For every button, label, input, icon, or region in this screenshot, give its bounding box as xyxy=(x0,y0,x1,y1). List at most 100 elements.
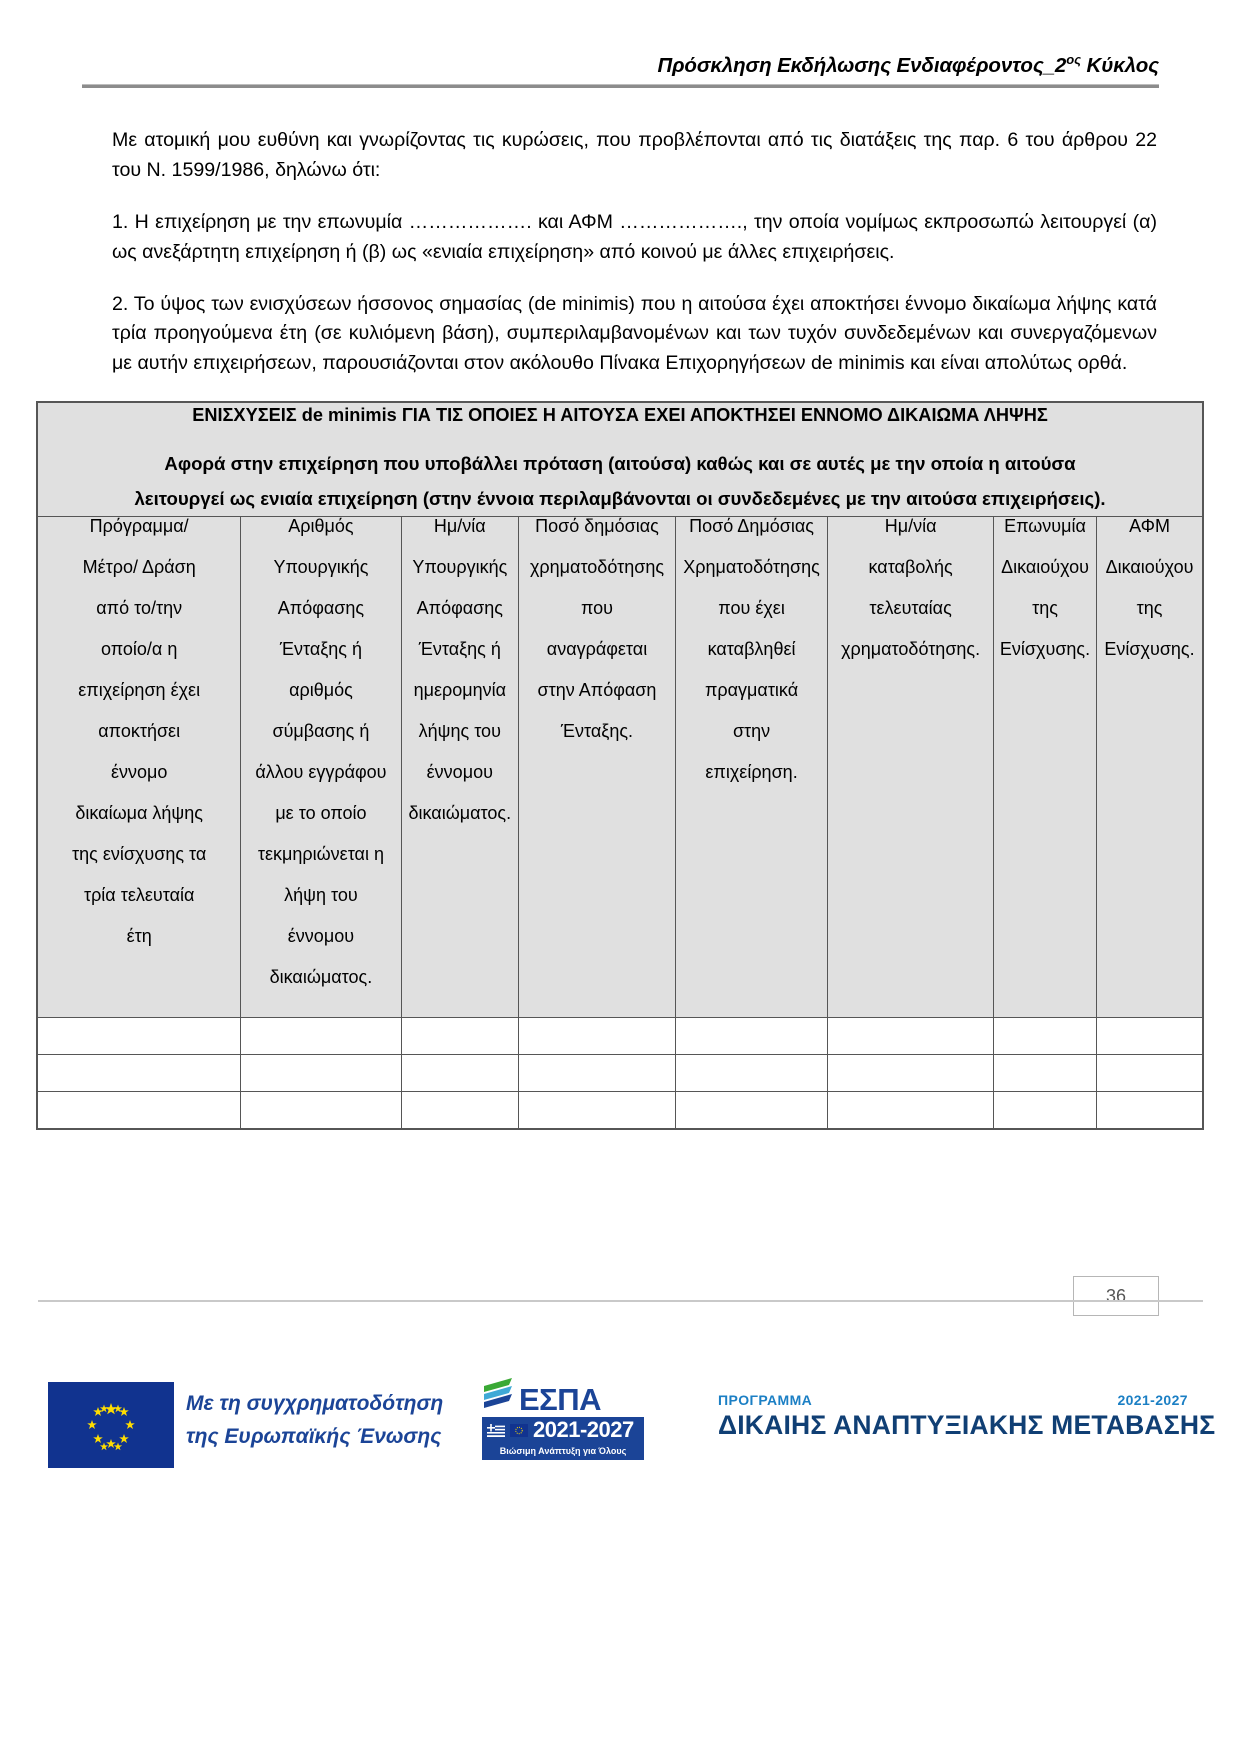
table-column-header-line: χρηματοδότησης. xyxy=(841,639,981,660)
table-column-header-line: έτη xyxy=(126,926,152,947)
table-column-header-line: Ποσό Δημόσιας xyxy=(689,516,814,537)
table-column-header-line: στην xyxy=(732,721,771,742)
program-logo: ΠΡΟΓΡΑΜΜΑ 2021-2027 ΔΙΚΑΙΗΣ ΑΝΑΠΤΥΞΙΑΚΗΣ… xyxy=(718,1392,1216,1442)
table-cell[interactable] xyxy=(827,1091,994,1130)
table-column-header-line: Δικαιούχου xyxy=(1105,557,1194,578)
table-cell[interactable] xyxy=(240,1054,402,1093)
table-column-header-eponymia-dikaiouchou: Επωνυμία Δικαιούχου της Ενίσχυσης. xyxy=(992,516,1098,1019)
table-cell[interactable] xyxy=(36,1017,242,1056)
table-cell[interactable] xyxy=(1096,1017,1204,1056)
table-cell[interactable] xyxy=(240,1017,402,1056)
table-column-header-line: σύμβασης ή xyxy=(272,721,370,742)
header-title-tail: Κύκλος xyxy=(1080,53,1160,77)
table-cell[interactable] xyxy=(674,1054,829,1093)
table-column-header-line: έννομου xyxy=(287,926,355,947)
table-column-header-line: δικαιώματος. xyxy=(408,803,512,824)
espa-logo-top: ΕΣΠΑ xyxy=(482,1374,650,1415)
table-column-header-line: της xyxy=(1136,598,1163,619)
table-column-header-line: που xyxy=(580,598,613,619)
table-column-header-line: από το/την xyxy=(96,598,183,619)
eu-cofunding-text: Με τη συγχρηματοδότηση της Ευρωπαϊκής Έν… xyxy=(186,1388,443,1453)
table-column-header-poso-dimosias-chrimatodotisis-anagrafetai: Ποσό δημόσιας χρηματοδότησης που αναγράφετα… xyxy=(518,516,676,1019)
table-cell[interactable] xyxy=(1096,1091,1204,1130)
table-column-header-line: πραγματικά xyxy=(704,680,799,701)
table-cell[interactable] xyxy=(992,1054,1098,1093)
table-banner-line1: ΕΝΙΣΧΥΣΕΙΣ de minimis ΓΙΑ ΤΙΣ ΟΠΟΙΕΣ Η Α… xyxy=(192,404,1048,425)
table-row[interactable] xyxy=(36,1017,1204,1056)
table-cell[interactable] xyxy=(992,1091,1098,1130)
table-cell[interactable] xyxy=(992,1017,1098,1056)
table-banner-line2a: Αφορά στην επιχείρηση που υποβάλλει πρότ… xyxy=(164,453,1076,475)
table-column-header-line: Αριθμός xyxy=(288,516,354,537)
table-column-header-line: Δικαιούχου xyxy=(1001,557,1089,578)
table-cell[interactable] xyxy=(1096,1054,1204,1093)
table-column-header-afm-dikaiouchou: ΑΦΜ Δικαιούχου της Ενίσχυσης. xyxy=(1096,516,1204,1019)
table-column-header-line: έννομο xyxy=(110,762,168,783)
table-column-header-line: Ένταξης ή xyxy=(279,639,362,660)
program-title: ΔΙΚΑΙΗΣ ΑΝΑΠΤΥΞΙΑΚΗΣ ΜΕΤΑΒΑΣΗΣ xyxy=(718,1410,1216,1440)
table-cell[interactable] xyxy=(400,1091,520,1130)
table-cell[interactable] xyxy=(518,1054,676,1093)
table-banner-row: ΕΝΙΣΧΥΣΕΙΣ de minimis ΓΙΑ ΤΙΣ ΟΠΟΙΕΣ Η Α… xyxy=(36,401,1204,518)
espa-years-bar: 2021-2027 xyxy=(482,1417,644,1443)
table-column-header-line: ΑΦΜ xyxy=(1129,516,1170,537)
table-column-header-line: Ένταξης. xyxy=(560,721,634,742)
page-number-box: 36 xyxy=(1073,1276,1159,1316)
table-banner-cell: ΕΝΙΣΧΥΣΕΙΣ de minimis ΓΙΑ ΤΙΣ ΟΠΟΙΕΣ Η Α… xyxy=(36,401,1204,518)
table-column-header-line: ημερομηνία xyxy=(413,680,507,701)
table-column-header-line: αριθμός xyxy=(289,680,353,701)
table-column-header-line: καταβληθεί xyxy=(707,639,796,660)
paragraph-item-2: 2. Το ύψος των ενισχύσεων ήσσονος σημασί… xyxy=(112,292,1157,375)
table-column-header-line: Επωνυμία xyxy=(1004,516,1086,537)
table-column-header-line: άλλου εγγράφου xyxy=(255,762,387,783)
table-column-header-line: επιχείρηση έχει xyxy=(78,680,201,701)
document-body: Με ατομική μου ευθύνη και γνωρίζοντας τι… xyxy=(0,126,1241,378)
minimis-table-wrapper: ΕΝΙΣΧΥΣΕΙΣ de minimis ΓΙΑ ΤΙΣ ΟΠΟΙΕΣ Η Α… xyxy=(36,400,1205,1131)
footer-divider xyxy=(38,1300,1203,1302)
program-years: 2021-2027 xyxy=(1117,1392,1188,1408)
greek-flag-icon xyxy=(487,1423,505,1437)
paragraph-item-1: 1. Η επιχείρηση με την επωνυμία ………………. … xyxy=(112,210,1157,263)
table-column-header-line: Ενίσχυσης. xyxy=(1104,639,1195,660)
table-row[interactable] xyxy=(36,1091,1204,1130)
table-column-header-line: Ένταξης ή xyxy=(418,639,501,660)
page-number: 36 xyxy=(1105,1285,1127,1306)
table-column-header-line: Υπουργικής xyxy=(273,557,369,578)
eu-cofunding-line2: της Ευρωπαϊκής Ένωσης xyxy=(186,1424,442,1448)
table-column-header-line: της xyxy=(1032,598,1058,619)
table-row[interactable] xyxy=(36,1054,1204,1093)
table-column-header-line: έννομου xyxy=(426,762,493,783)
program-label: ΠΡΟΓΡΑΜΜΑ xyxy=(718,1392,813,1408)
table-cell[interactable] xyxy=(674,1091,829,1130)
paragraph-intro: Με ατομική μου ευθύνη και γνωρίζοντας τι… xyxy=(112,129,1157,182)
table-column-header-line: τελευταίας xyxy=(869,598,952,619)
table-cell[interactable] xyxy=(400,1054,520,1093)
header-divider xyxy=(82,84,1159,89)
table-column-header-line: δικαιώματος. xyxy=(269,967,373,988)
header-title-main: Πρόσκληση Εκδήλωσης Ενδιαφέροντος_2 xyxy=(657,53,1067,77)
table-cell[interactable] xyxy=(827,1054,994,1093)
table-column-header-programma-metro-drasi: Πρόγραμμα/Μέτρο/ Δράση από το/την οποίο/α … xyxy=(36,516,242,1019)
table-cell[interactable] xyxy=(240,1091,402,1130)
table-cell[interactable] xyxy=(518,1091,676,1130)
table-column-header-line: με το οποίο xyxy=(275,803,367,824)
table-column-header-line: στην Απόφαση xyxy=(537,680,657,701)
header-title-superscript: ος xyxy=(1066,52,1081,67)
table-column-header-line: που έχει xyxy=(718,598,785,619)
table-column-header-imnia-katavolis-teleftaias-chrimatodotisis: Ημ/νία καταβολής τελευταίας χρηματοδότησης. xyxy=(827,516,994,1019)
table-column-header-line: καταβολής xyxy=(868,557,953,578)
table-cell[interactable] xyxy=(518,1017,676,1056)
espa-subtitle: Βιώσιμη Ανάπτυξη για Όλους xyxy=(482,1443,644,1460)
table-column-header-line: Ποσό δημόσιας xyxy=(535,516,659,537)
table-cell[interactable] xyxy=(36,1054,242,1093)
table-cell[interactable] xyxy=(674,1017,829,1056)
table-cell[interactable] xyxy=(400,1017,520,1056)
table-banner-line2: Αφορά στην επιχείρηση που υποβάλλει πρότ… xyxy=(38,447,1202,516)
espa-logo: ΕΣΠΑ 2021-2027 Βιώσ xyxy=(482,1374,650,1478)
table-column-header-line: λήψη του xyxy=(284,885,358,906)
table-column-header-line: χρηματοδότησης xyxy=(529,557,665,578)
table-cell[interactable] xyxy=(827,1017,994,1056)
espa-years: 2021-2027 xyxy=(533,1417,634,1442)
table-cell[interactable] xyxy=(36,1091,242,1130)
